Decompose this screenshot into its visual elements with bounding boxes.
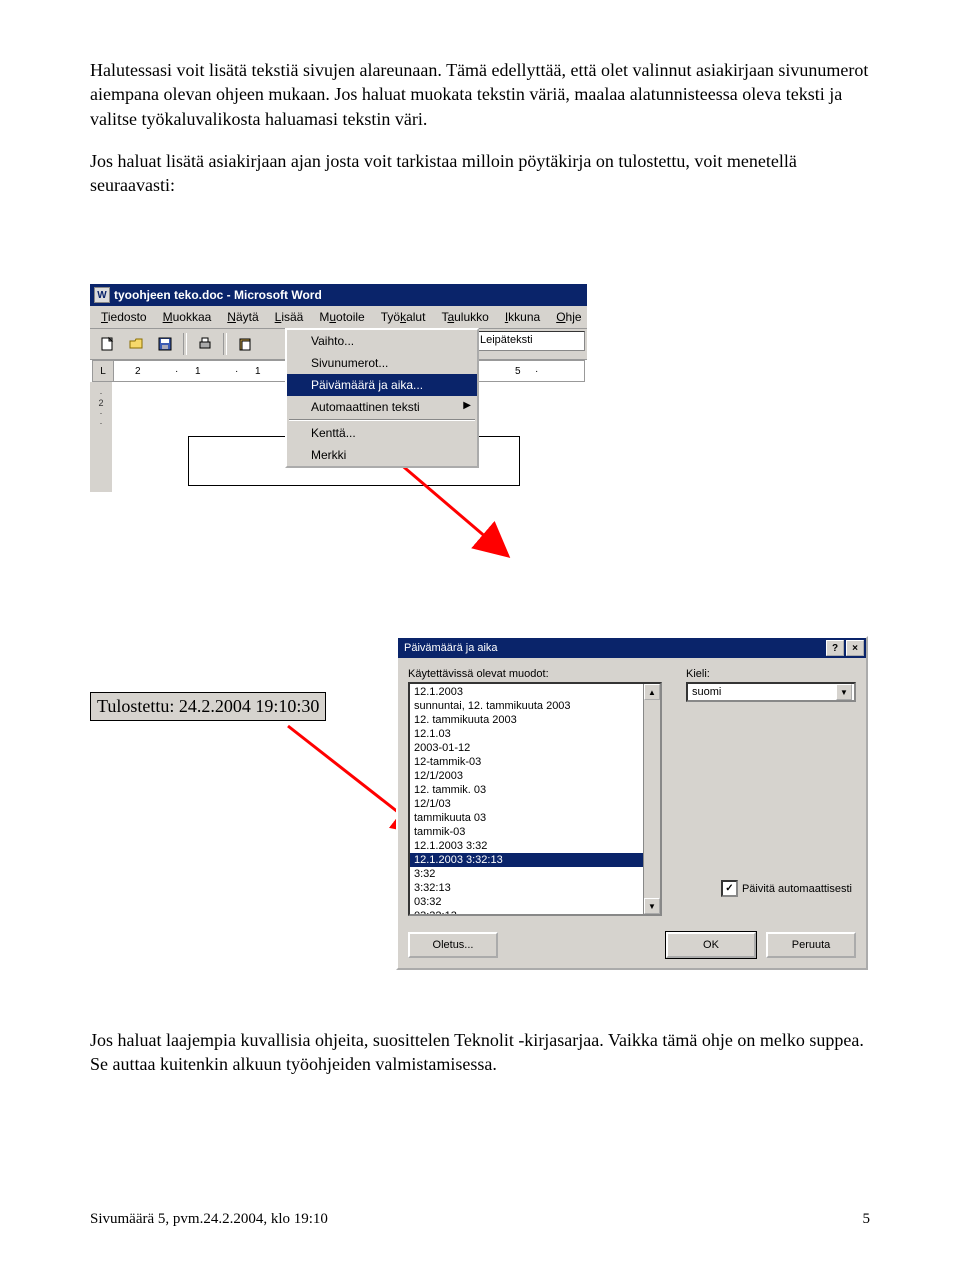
close-icon[interactable]: ×	[846, 640, 864, 656]
save-icon[interactable]	[152, 331, 178, 357]
menu-muokkaa[interactable]: Muokkaa	[156, 308, 219, 326]
format-item[interactable]: 12.1.03	[410, 727, 644, 741]
open-icon[interactable]	[123, 331, 149, 357]
menu-ikkuna[interactable]: Ikkuna	[498, 308, 547, 326]
print-icon[interactable]	[192, 331, 218, 357]
menu-tyokalut[interactable]: Työkalut	[374, 308, 433, 326]
format-item[interactable]: 12.1.2003 3:32:13	[410, 853, 644, 867]
format-item[interactable]: 12. tammik. 03	[410, 783, 644, 797]
format-item[interactable]: 03:32:13	[410, 909, 644, 916]
menu-tiedosto[interactable]: Tiedosto	[94, 308, 154, 326]
paste-icon[interactable]	[232, 331, 258, 357]
page-footer: Sivumäärä 5, pvm.24.2.2004, klo 19:10 5	[90, 1211, 870, 1228]
format-item[interactable]: 12.1.2003 3:32	[410, 839, 644, 853]
body-paragraph-3: Jos haluat laajempia kuvallisia ohjeita,…	[90, 1028, 870, 1077]
new-doc-icon[interactable]	[94, 331, 120, 357]
menu-nayta[interactable]: Näytä	[220, 308, 265, 326]
help-button-icon[interactable]: ?	[826, 640, 844, 656]
menu-ohje[interactable]: Ohje	[549, 308, 588, 326]
cancel-button[interactable]: Peruuta	[766, 932, 856, 958]
language-label: Kieli:	[686, 668, 856, 680]
scroll-up-icon[interactable]: ▲	[644, 684, 660, 700]
format-item[interactable]: 12/1/2003	[410, 769, 644, 783]
word-titlebar: W tyoohjeen teko.doc - Microsoft Word	[90, 284, 587, 306]
formats-listbox[interactable]: 12.1.2003sunnuntai, 12. tammikuuta 20031…	[408, 682, 662, 916]
format-item[interactable]: 2003-01-12	[410, 741, 644, 755]
word-window-screenshot: W tyoohjeen teko.doc - Microsoft Word Ti…	[90, 284, 587, 492]
footer-left: Sivumäärä 5, pvm.24.2.2004, klo 19:10	[90, 1211, 328, 1228]
insert-menu-dropdown: Vaihto... Sivunumerot... Päivämäärä ja a…	[285, 328, 479, 468]
menu-muotoile[interactable]: Muotoile	[312, 308, 371, 326]
printed-timestamp-label: Tulostettu: 24.2.2004 19:10:30	[90, 692, 326, 721]
format-item[interactable]: sunnuntai, 12. tammikuuta 2003	[410, 699, 644, 713]
format-item[interactable]: 12.1.2003	[410, 685, 644, 699]
menu-taulukko[interactable]: Taulukko	[434, 308, 495, 326]
format-item[interactable]: 3:32:13	[410, 881, 644, 895]
format-item[interactable]: 12/1/03	[410, 797, 644, 811]
word-menubar: Tiedosto Muokkaa Näytä Lisää Muotoile Ty…	[90, 306, 587, 329]
body-paragraph-2: Jos haluat lisätä asiakirjaan ajan josta…	[90, 149, 870, 198]
dropdown-arrow-icon[interactable]: ▼	[836, 684, 852, 700]
scroll-down-icon[interactable]: ▼	[644, 898, 660, 914]
format-item[interactable]: 12-tammik-03	[410, 755, 644, 769]
menu-lisaa[interactable]: Lisää	[268, 308, 311, 326]
format-item[interactable]: 3:32	[410, 867, 644, 881]
dd-kentta[interactable]: Kenttä...	[287, 422, 477, 444]
default-button[interactable]: Oletus...	[408, 932, 498, 958]
ok-button[interactable]: OK	[666, 932, 756, 958]
datetime-dialog-title: Päivämäärä ja aika	[404, 642, 498, 654]
auto-update-label: Päivitä automaattisesti	[742, 883, 852, 895]
dd-autoteksti-label: Automaattinen teksti	[311, 400, 420, 414]
datetime-dialog: Päivämäärä ja aika ? × Käytettävissä ole…	[396, 636, 868, 970]
footer-page-number: 5	[863, 1211, 871, 1228]
checkbox-icon[interactable]: ✓	[721, 880, 738, 897]
dd-paivamaara-ja-aika[interactable]: Päivämäärä ja aika...	[287, 374, 477, 396]
format-item[interactable]: tammikuuta 03	[410, 811, 644, 825]
format-item[interactable]: 12. tammikuuta 2003	[410, 713, 644, 727]
dd-automaattinen-teksti[interactable]: Automaattinen teksti ▶	[287, 396, 477, 418]
submenu-arrow-icon: ▶	[463, 400, 471, 411]
body-paragraph-1: Halutessasi voit lisätä tekstiä sivujen …	[90, 58, 870, 131]
ruler-corner: L	[93, 361, 114, 381]
dd-sivunumerot[interactable]: Sivunumerot...	[287, 352, 477, 374]
style-dropdown[interactable]: Leipäteksti	[475, 331, 585, 351]
dd-vaihto[interactable]: Vaihto...	[287, 330, 477, 352]
datetime-dialog-titlebar: Päivämäärä ja aika ? ×	[398, 638, 866, 658]
scrollbar[interactable]: ▲ ▼	[643, 684, 660, 914]
word-doc-icon: W	[94, 287, 110, 303]
format-item[interactable]: tammik-03	[410, 825, 644, 839]
auto-update-checkbox[interactable]: ✓ Päivitä automaattisesti	[721, 880, 852, 897]
dd-merkki[interactable]: Merkki	[287, 444, 477, 466]
format-item[interactable]: 03:32	[410, 895, 644, 909]
language-select[interactable]: suomi ▼	[686, 682, 856, 702]
language-value: suomi	[692, 686, 721, 698]
word-title-text: tyoohjeen teko.doc - Microsoft Word	[114, 288, 322, 302]
